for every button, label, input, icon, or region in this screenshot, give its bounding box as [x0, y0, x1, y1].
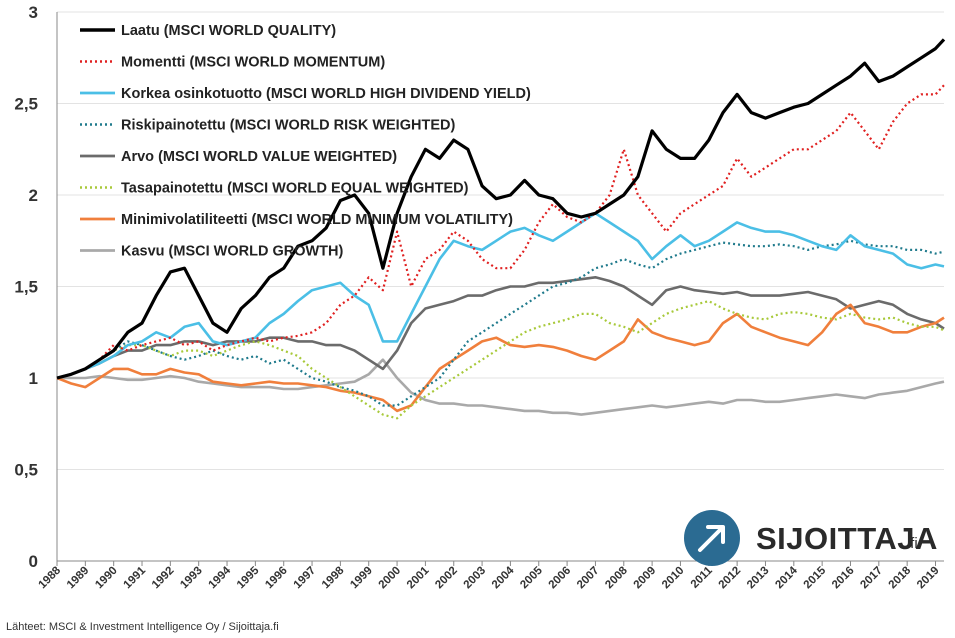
x-tick-label: 1989	[65, 565, 92, 592]
x-tick-label: 2016	[830, 565, 857, 592]
y-tick-label: 0	[29, 552, 38, 571]
legend-label: Kasvu (MSCI WORLD GROWTH)	[121, 244, 343, 260]
x-tick-label: 2018	[887, 564, 914, 591]
logo-suffix: .fi	[906, 535, 918, 552]
x-tick-label: 2007	[575, 565, 602, 592]
series-line-3	[56, 212, 945, 380]
x-tick-label: 2013	[745, 565, 772, 592]
y-tick-label: 1	[29, 369, 38, 388]
y-tick-label: 0,5	[14, 461, 38, 480]
x-tick-label: 1990	[93, 565, 120, 592]
legend-label: Momentti (MSCI WORLD MOMENTUM)	[121, 55, 385, 71]
x-tick-label: 2011	[689, 564, 716, 591]
series-lines	[56, 38, 946, 420]
x-tick-label: 1999	[348, 565, 375, 592]
series-line-2	[56, 84, 945, 380]
x-tick-label: 2003	[462, 565, 489, 592]
arrow-logo-icon	[684, 510, 740, 566]
y-tick-label: 2	[29, 186, 38, 205]
x-tick-label: 2017	[858, 565, 885, 592]
x-tick-label: 2010	[660, 565, 687, 592]
x-tick-label: 1988	[37, 564, 64, 591]
series-line-7	[56, 303, 945, 413]
x-tick-label: 2005	[518, 564, 545, 591]
x-tick-label: 1998	[320, 564, 347, 591]
x-tick-label: 1995	[235, 564, 262, 591]
legend-label: Arvo (MSCI WORLD VALUE WEIGHTED)	[121, 149, 397, 165]
y-tick-label: 1,5	[14, 278, 38, 297]
x-tick-label: 1996	[263, 565, 290, 592]
x-tick-label: 2015	[802, 564, 829, 591]
x-tick-label: 1992	[150, 565, 177, 592]
x-tick-label: 2008	[603, 564, 630, 591]
legend-label: Laatu (MSCI WORLD QUALITY)	[121, 23, 336, 39]
legend-label: Minimivolatiliteetti (MSCI WORLD MINIMUM…	[121, 212, 513, 228]
series-line-1	[56, 38, 946, 380]
x-tick-label: 1993	[178, 565, 205, 592]
y-tick-label: 2,5	[14, 95, 38, 114]
x-tick-label: 1991	[122, 564, 149, 591]
series-line-6	[56, 300, 945, 420]
x-tick-label: 2014	[773, 564, 800, 591]
legend-label: Riskipainotettu (MSCI WORLD RISK WEIGHTE…	[121, 118, 455, 134]
legend-label: Tasapainotettu (MSCI WORLD EQUAL WEIGHTE…	[121, 181, 469, 197]
source-note: Lähteet: MSCI & Investment Intelligence …	[6, 621, 279, 633]
x-tick-label: 2000	[377, 565, 404, 592]
series-line-5	[56, 275, 945, 380]
x-tick-label: 2019	[915, 565, 942, 592]
x-tick-label: 1997	[292, 565, 319, 592]
legend: Laatu (MSCI WORLD QUALITY) Momentti (MSCI…	[80, 23, 531, 260]
series-line-8	[57, 358, 945, 416]
y-tick-label: 3	[29, 3, 38, 22]
x-tick-label: 2001	[405, 564, 432, 591]
sijoittaja-logo: SIJOITTAJA .fi	[684, 508, 954, 568]
series-line-4	[56, 239, 945, 407]
legend-label: Korkea osinkotuotto (MSCI WORLD HIGH DIV…	[121, 86, 531, 102]
x-tick-label: 2006	[547, 565, 574, 592]
x-tick-label: 2009	[632, 565, 659, 592]
x-tick-label: 2004	[490, 564, 517, 591]
x-tick-label: 2002	[433, 565, 460, 592]
logo-name: SIJOITTAJA	[756, 521, 938, 556]
x-tick-label: 1994	[207, 564, 234, 591]
x-tick-label: 2012	[717, 565, 744, 592]
